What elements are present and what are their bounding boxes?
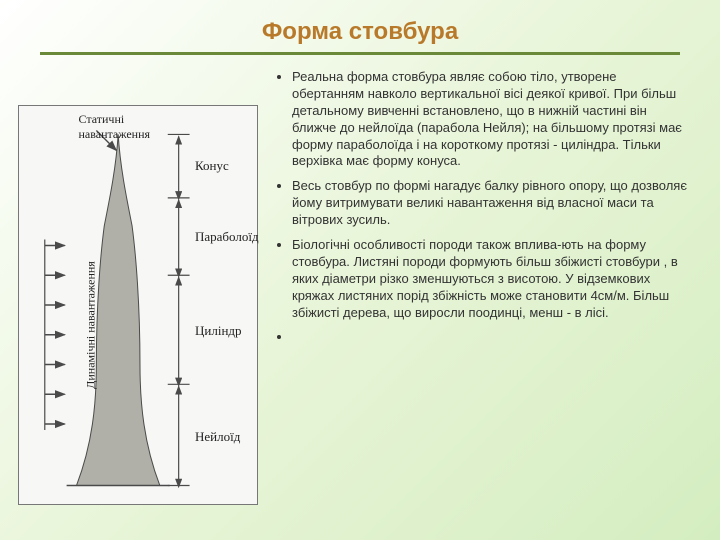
- paragraph-list: Реальна форма стовбура являє собою тіло,…: [272, 69, 692, 346]
- paragraph-item: Весь стовбур по формі нагадує балку рівн…: [292, 178, 692, 229]
- page-title: Форма стовбура: [0, 0, 720, 52]
- paragraph-item: Реальна форма стовбура являє собою тіло,…: [292, 69, 692, 170]
- static-load-label: Статичні навантаження: [79, 112, 198, 142]
- shape-label: Параболоїд: [195, 229, 259, 245]
- dynamic-load-label: Динамічні навантаження: [83, 261, 98, 389]
- content-row: Статичні навантаження Динамічні навантаж…: [0, 55, 720, 505]
- paragraph-item-empty: [292, 329, 692, 346]
- trunk-figure: Статичні навантаження Динамічні навантаж…: [18, 105, 258, 505]
- shape-label: Циліндр: [195, 323, 242, 339]
- shape-label: Конус: [195, 158, 229, 174]
- title-text: Форма стовбура: [262, 18, 458, 45]
- paragraph-item: Біологічні особливості породи також впли…: [292, 237, 692, 321]
- text-column: Реальна форма стовбура являє собою тіло,…: [272, 69, 692, 505]
- shape-label: Нейлоїд: [195, 429, 240, 445]
